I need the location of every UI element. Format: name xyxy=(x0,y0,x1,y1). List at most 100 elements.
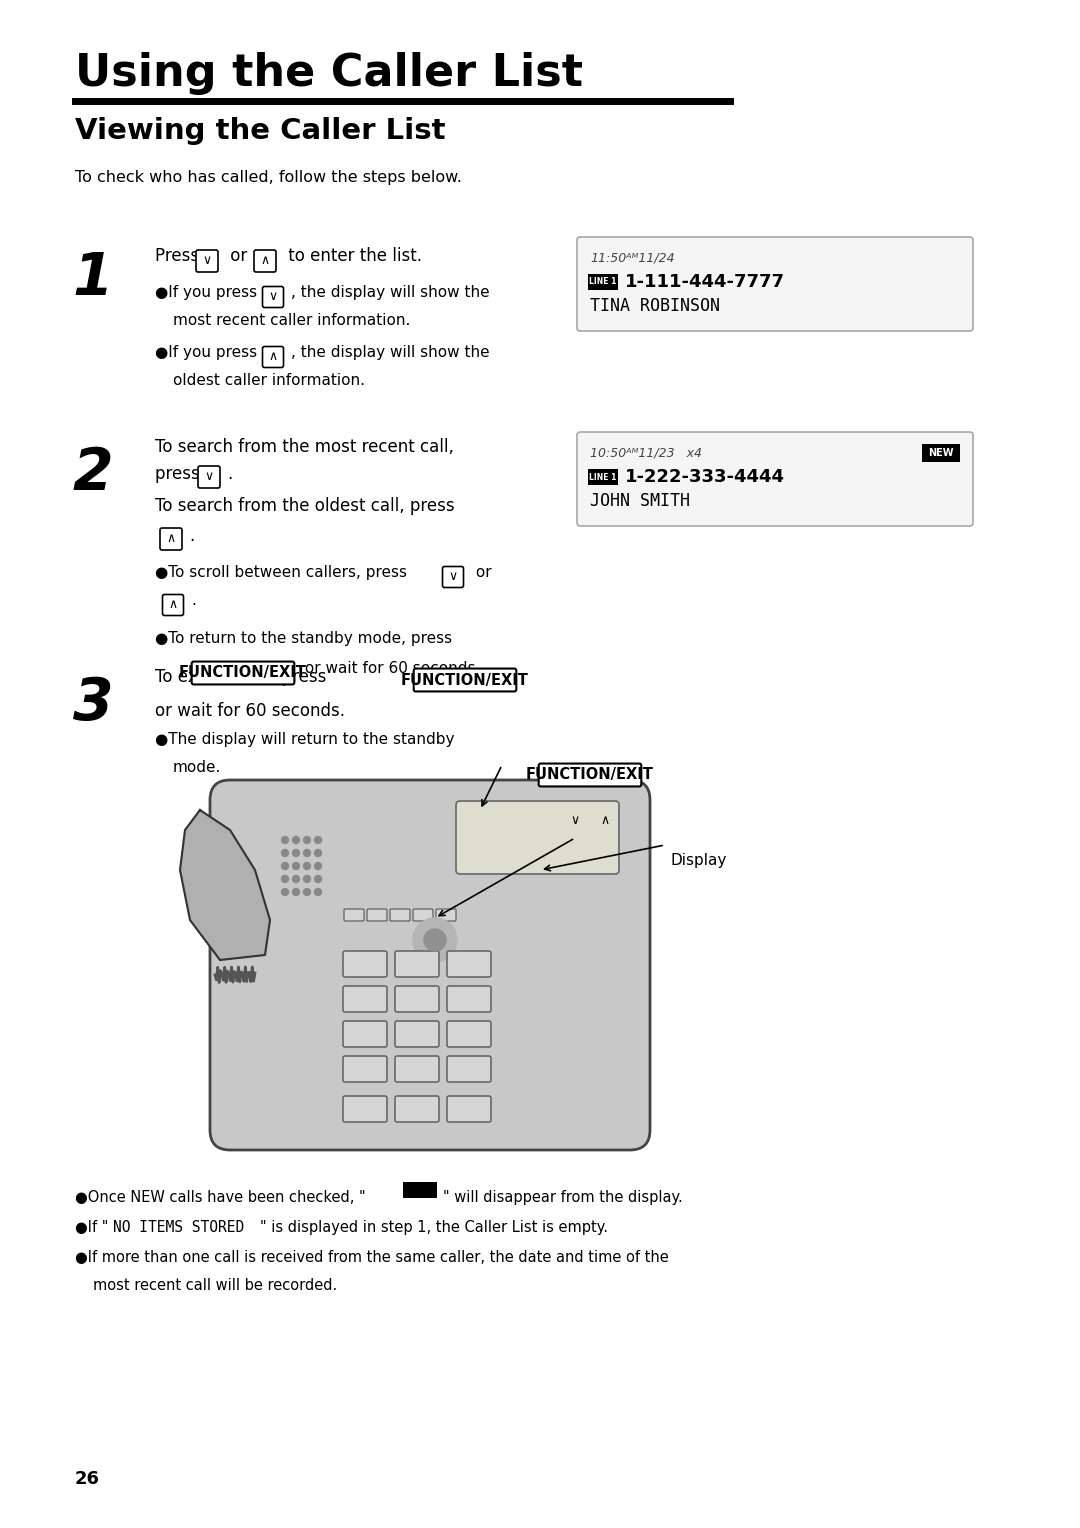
FancyBboxPatch shape xyxy=(343,950,387,976)
Text: LINE 1: LINE 1 xyxy=(590,472,617,481)
FancyBboxPatch shape xyxy=(447,986,491,1012)
Text: ∧: ∧ xyxy=(269,350,278,364)
Text: mode.: mode. xyxy=(173,759,221,775)
Circle shape xyxy=(424,929,446,950)
Text: ●The display will return to the standby: ●The display will return to the standby xyxy=(156,732,455,747)
Text: 11:50ᴬᴹ11/24: 11:50ᴬᴹ11/24 xyxy=(590,252,675,264)
Circle shape xyxy=(282,862,288,869)
Text: ∨: ∨ xyxy=(204,471,214,483)
Polygon shape xyxy=(180,810,270,960)
Text: ∧: ∧ xyxy=(260,255,270,267)
Text: ∨: ∨ xyxy=(448,570,458,584)
FancyBboxPatch shape xyxy=(447,1021,491,1047)
Text: ∧: ∧ xyxy=(600,813,609,827)
FancyBboxPatch shape xyxy=(395,1096,438,1122)
Text: Display: Display xyxy=(670,853,727,868)
FancyBboxPatch shape xyxy=(343,986,387,1012)
FancyBboxPatch shape xyxy=(395,1021,438,1047)
Circle shape xyxy=(303,876,311,883)
FancyBboxPatch shape xyxy=(198,466,220,487)
Circle shape xyxy=(282,836,288,843)
Text: ,: , xyxy=(589,813,594,828)
FancyBboxPatch shape xyxy=(343,1056,387,1082)
Text: NEW: NEW xyxy=(408,1201,432,1210)
FancyBboxPatch shape xyxy=(577,432,973,526)
Bar xyxy=(588,274,618,290)
FancyBboxPatch shape xyxy=(436,909,456,921)
FancyBboxPatch shape xyxy=(577,237,973,332)
Text: To search from the oldest call, press: To search from the oldest call, press xyxy=(156,497,455,515)
Circle shape xyxy=(314,876,322,883)
Text: .: . xyxy=(189,527,194,545)
Text: " will disappear from the display.: " will disappear from the display. xyxy=(443,1190,683,1206)
Text: ●If more than one call is received from the same caller, the date and time of th: ●If more than one call is received from … xyxy=(75,1250,669,1265)
Text: To check who has called, follow the steps below.: To check who has called, follow the step… xyxy=(75,170,462,185)
Text: JOHN SMITH: JOHN SMITH xyxy=(590,492,690,510)
FancyBboxPatch shape xyxy=(443,567,463,587)
Text: FUNCTION/EXIT: FUNCTION/EXIT xyxy=(401,672,529,688)
FancyBboxPatch shape xyxy=(594,810,616,831)
FancyBboxPatch shape xyxy=(447,1096,491,1122)
Text: ●If you press: ●If you press xyxy=(156,345,262,361)
Circle shape xyxy=(413,918,457,963)
Text: or wait for 60 seconds.: or wait for 60 seconds. xyxy=(300,662,481,675)
Circle shape xyxy=(293,876,299,883)
Circle shape xyxy=(314,888,322,895)
Text: most recent caller information.: most recent caller information. xyxy=(173,313,410,329)
Circle shape xyxy=(303,888,311,895)
Text: 1: 1 xyxy=(72,251,113,307)
Text: Using the Caller List: Using the Caller List xyxy=(75,52,583,95)
FancyBboxPatch shape xyxy=(191,662,295,685)
Circle shape xyxy=(282,876,288,883)
Text: 1-111-444-7777: 1-111-444-7777 xyxy=(625,274,785,290)
Text: to enter the list.: to enter the list. xyxy=(283,248,422,264)
Text: most recent call will be recorded.: most recent call will be recorded. xyxy=(93,1277,337,1293)
Circle shape xyxy=(293,888,299,895)
Text: " is displayed in step 1, the Caller List is empty.: " is displayed in step 1, the Caller Lis… xyxy=(260,1219,608,1235)
Text: ●If you press: ●If you press xyxy=(156,286,262,299)
Circle shape xyxy=(282,850,288,857)
Text: ●To return to the standby mode, press: ●To return to the standby mode, press xyxy=(156,631,453,646)
Text: .: . xyxy=(191,593,195,608)
FancyBboxPatch shape xyxy=(390,909,410,921)
Text: or: or xyxy=(471,565,491,581)
FancyBboxPatch shape xyxy=(210,779,650,1151)
Text: FUNCTION/EXIT: FUNCTION/EXIT xyxy=(179,666,307,680)
FancyBboxPatch shape xyxy=(162,594,184,616)
Text: press: press xyxy=(156,465,205,483)
FancyBboxPatch shape xyxy=(160,529,183,550)
Circle shape xyxy=(303,836,311,843)
FancyBboxPatch shape xyxy=(395,986,438,1012)
Text: ∨: ∨ xyxy=(570,813,580,827)
Text: 1-222-333-4444: 1-222-333-4444 xyxy=(625,468,785,486)
FancyBboxPatch shape xyxy=(395,950,438,976)
FancyBboxPatch shape xyxy=(539,764,642,787)
Text: or: or xyxy=(225,248,253,264)
Circle shape xyxy=(293,850,299,857)
Text: , the display will show the: , the display will show the xyxy=(291,345,489,361)
FancyBboxPatch shape xyxy=(254,251,276,272)
FancyBboxPatch shape xyxy=(565,810,585,831)
FancyBboxPatch shape xyxy=(447,1056,491,1082)
Text: To search from the most recent call,: To search from the most recent call, xyxy=(156,439,454,455)
FancyBboxPatch shape xyxy=(195,251,218,272)
Bar xyxy=(588,469,618,484)
Circle shape xyxy=(293,836,299,843)
FancyBboxPatch shape xyxy=(367,909,387,921)
Text: or wait for 60 seconds.: or wait for 60 seconds. xyxy=(156,701,345,720)
FancyBboxPatch shape xyxy=(447,950,491,976)
Text: ∨: ∨ xyxy=(202,255,212,267)
Text: To exit the list, press: To exit the list, press xyxy=(156,668,332,686)
Circle shape xyxy=(303,862,311,869)
Text: Viewing the Caller List: Viewing the Caller List xyxy=(75,118,446,145)
Text: ∨: ∨ xyxy=(269,290,278,304)
FancyBboxPatch shape xyxy=(345,909,364,921)
FancyBboxPatch shape xyxy=(343,1021,387,1047)
Text: , the display will show the: , the display will show the xyxy=(291,286,489,299)
Text: 10:50ᴬᴹ11/23   x4: 10:50ᴬᴹ11/23 x4 xyxy=(590,446,702,460)
FancyBboxPatch shape xyxy=(262,287,283,307)
Text: NO ITEMS STORED: NO ITEMS STORED xyxy=(113,1219,244,1235)
Text: Press: Press xyxy=(156,248,204,264)
Circle shape xyxy=(303,850,311,857)
Circle shape xyxy=(314,850,322,857)
